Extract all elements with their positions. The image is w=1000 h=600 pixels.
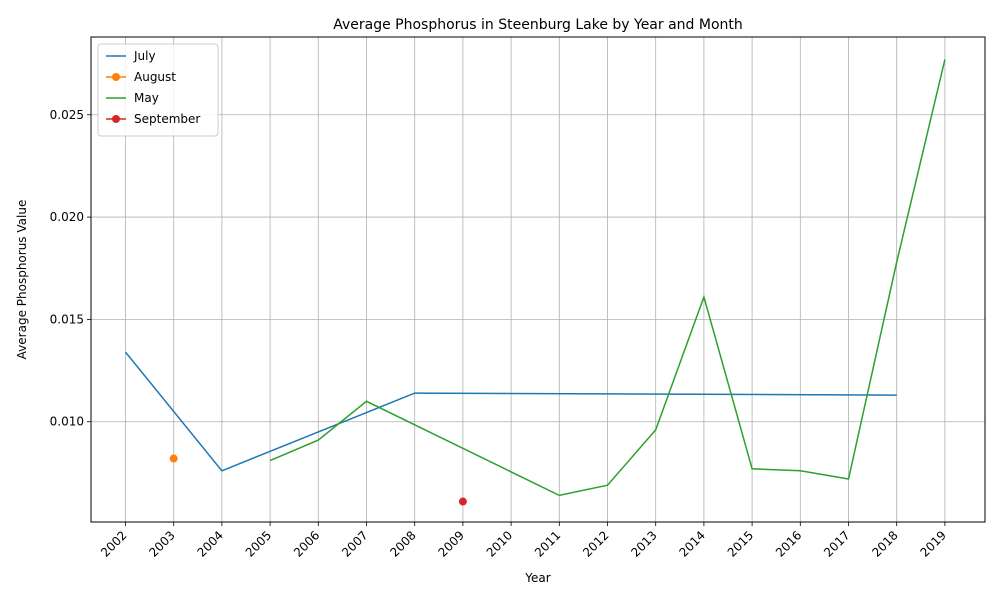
plot-frame — [90, 36, 986, 523]
legend-marker-september — [112, 115, 120, 123]
legend: July August May September — [97, 43, 219, 137]
chart-title: Average Phosphorus in Steenburg Lake by … — [333, 17, 743, 33]
legend-label-may: May — [134, 91, 159, 105]
y-axis-label: Average Phosphorus Value — [15, 200, 29, 360]
y-tick-label: 0.025 — [50, 108, 84, 122]
legend-frame — [97, 43, 219, 137]
series-line-july — [124, 351, 897, 472]
grid-lines — [91, 37, 985, 522]
legend-label-july: July — [133, 49, 156, 63]
y-tick-label: 0.015 — [50, 312, 84, 326]
x-axis-label: Year — [524, 571, 550, 585]
series-layer — [124, 59, 946, 506]
legend-label-september: September — [134, 112, 200, 126]
series-line-may — [269, 59, 946, 497]
legend-label-august: August — [134, 70, 176, 84]
y-tick-label: 0.010 — [50, 415, 84, 429]
data-point-august — [169, 454, 178, 463]
y-axis-ticks: 0.010 0.015 0.020 0.025 — [50, 108, 91, 429]
legend-marker-august — [112, 73, 120, 81]
data-point-september — [458, 497, 467, 506]
y-tick-label: 0.020 — [50, 210, 84, 224]
